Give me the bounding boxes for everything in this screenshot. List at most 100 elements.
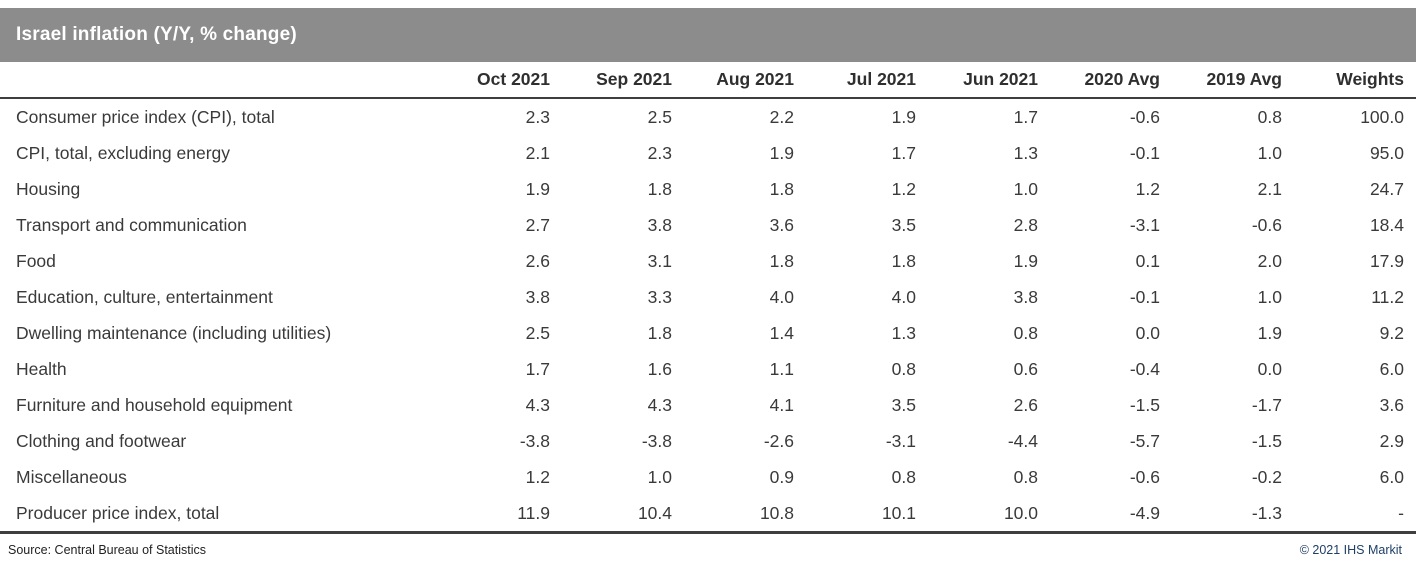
cell-value: 4.3 <box>647 394 672 415</box>
cell-value: 2.9 <box>1379 430 1404 451</box>
inflation-table: Oct 2021 Sep 2021 Aug 2021 Jul 2021 Jun 2021… <box>0 62 1416 534</box>
cell-value: 1.2 <box>525 466 550 487</box>
cell-value: 18.4 <box>1369 214 1404 235</box>
cell-value: 24.7 <box>1369 178 1404 199</box>
row-label: Dwelling maintenance (including utilitie… <box>16 322 332 343</box>
cell-value: 1.3 <box>1013 142 1038 163</box>
cell-value: 0.0 <box>1135 322 1160 343</box>
cell-value: 0.1 <box>1135 250 1160 271</box>
cell-value: 3.8 <box>525 286 550 307</box>
cell-value: 0.8 <box>1257 106 1282 127</box>
cell-value: 2.5 <box>525 322 550 343</box>
cell-value: 10.8 <box>759 502 794 523</box>
column-header: Sep 2021 <box>596 69 672 89</box>
cell-value: -3.8 <box>641 430 672 451</box>
cell-value: - <box>1398 502 1404 523</box>
cell-value: 3.6 <box>769 214 794 235</box>
cell-value: 1.4 <box>769 322 794 343</box>
cell-value: 1.6 <box>647 358 672 379</box>
cell-value: 10.1 <box>881 502 916 523</box>
copyright-note: © 2021 IHS Markit <box>1299 543 1402 557</box>
table-row: Clothing and footwear -3.8 -3.8 -2.6 -3.1 -4.… <box>0 423 1416 459</box>
cell-value: 6.0 <box>1379 466 1404 487</box>
cell-value: 1.7 <box>891 142 916 163</box>
column-header: Aug 2021 <box>716 69 794 89</box>
cell-value: 3.8 <box>647 214 672 235</box>
cell-value: 1.0 <box>647 466 672 487</box>
cell-value: 11.2 <box>1371 286 1404 307</box>
table-row: Health 1.7 1.6 1.1 0.8 0.6 -0.4 0.0 6.0 <box>0 351 1416 387</box>
cell-value: -0.4 <box>1129 358 1160 379</box>
cell-value: 2.5 <box>647 106 672 127</box>
cell-value: 1.7 <box>1013 106 1038 127</box>
cell-value: -4.9 <box>1129 502 1160 523</box>
table-row: Housing 1.9 1.8 1.8 1.2 1.0 1.2 2.1 24.7 <box>0 171 1416 207</box>
cell-value: 1.7 <box>525 358 550 379</box>
cell-value: 1.2 <box>1135 178 1160 199</box>
cell-value: -0.1 <box>1129 286 1160 307</box>
cell-value: 1.9 <box>769 142 794 163</box>
cell-value: 2.7 <box>525 214 550 235</box>
cell-value: 2.3 <box>525 106 550 127</box>
cell-value: 1.9 <box>525 178 550 199</box>
cell-value: -1.7 <box>1251 394 1282 415</box>
cell-value: 0.0 <box>1257 358 1282 379</box>
cell-value: 1.0 <box>1013 178 1038 199</box>
cell-value: 2.2 <box>769 106 794 127</box>
table-row: Furniture and household equipment 4.3 4.3 4… <box>0 387 1416 423</box>
cell-value: 3.5 <box>891 394 916 415</box>
row-label: Producer price index, total <box>16 502 220 523</box>
cell-value: -0.2 <box>1251 466 1282 487</box>
column-header: Jun 2021 <box>963 69 1038 89</box>
table-row: Food 2.6 3.1 1.8 1.8 1.9 0.1 2.0 17.9 <box>0 243 1416 279</box>
row-label: Furniture and household equipment <box>16 394 293 415</box>
cell-value: 3.3 <box>647 286 672 307</box>
page-title: Israel inflation (Y/Y, % change) <box>16 24 297 45</box>
cell-value: 2.6 <box>1013 394 1038 415</box>
table-row: CPI, total, excluding energy 2.1 2.3 1.9 1.7… <box>0 135 1416 171</box>
row-label: Transport and communication <box>16 214 247 235</box>
cell-value: -0.6 <box>1129 466 1160 487</box>
cell-value: -1.5 <box>1129 394 1160 415</box>
cell-value: 2.8 <box>1013 214 1038 235</box>
row-label: Miscellaneous <box>16 466 127 487</box>
cell-value: 17.9 <box>1369 250 1404 271</box>
row-label: Consumer price index (CPI), total <box>16 106 275 127</box>
column-header: 2019 Avg <box>1206 69 1282 89</box>
row-label: CPI, total, excluding energy <box>16 142 231 163</box>
cell-value: 10.0 <box>1003 502 1038 523</box>
cell-value: 4.3 <box>525 394 550 415</box>
cell-value: 0.6 <box>1013 358 1038 379</box>
cell-value: 4.0 <box>769 286 794 307</box>
cell-value: 1.0 <box>1257 286 1282 307</box>
cell-value: 1.9 <box>1257 322 1282 343</box>
cell-value: 4.0 <box>891 286 916 307</box>
row-label: Health <box>16 358 67 379</box>
cell-value: 9.2 <box>1379 322 1404 343</box>
table-row: Miscellaneous 1.2 1.0 0.9 0.8 0.8 -0.6 -0.2 6.0 <box>0 459 1416 495</box>
cell-value: -0.6 <box>1251 214 1282 235</box>
table-title-bar: Israel inflation (Y/Y, % change) <box>0 8 1416 62</box>
cell-value: 1.2 <box>891 178 916 199</box>
cell-value: -1.3 <box>1251 502 1282 523</box>
table-row: Transport and communication 2.7 3.8 3.6 3.5 2… <box>0 207 1416 243</box>
column-header: Oct 2021 <box>477 69 550 89</box>
cell-value: 2.3 <box>647 142 672 163</box>
cell-value: 3.1 <box>647 250 672 271</box>
source-note: Source: Central Bureau of Statistics <box>8 543 207 557</box>
cell-value: 0.9 <box>769 466 794 487</box>
cell-value: 1.9 <box>891 106 916 127</box>
cell-value: 1.8 <box>769 178 794 199</box>
cell-value: 1.0 <box>1257 142 1282 163</box>
cell-value: -0.6 <box>1129 106 1160 127</box>
cell-value: -5.7 <box>1129 430 1160 451</box>
table-header-row: Oct 2021 Sep 2021 Aug 2021 Jul 2021 Jun 2021… <box>0 62 1416 98</box>
cell-value: 2.6 <box>525 250 550 271</box>
row-label: Food <box>16 250 56 271</box>
column-header: Weights <box>1336 69 1404 89</box>
table-row: Education, culture, entertainment 3.8 3.3 4… <box>0 279 1416 315</box>
cell-value: -1.5 <box>1251 430 1282 451</box>
cell-value: 6.0 <box>1379 358 1404 379</box>
cell-value: 100.0 <box>1360 106 1404 127</box>
table-row: Producer price index, total 11.9 10.4 10.8 1… <box>0 495 1416 533</box>
